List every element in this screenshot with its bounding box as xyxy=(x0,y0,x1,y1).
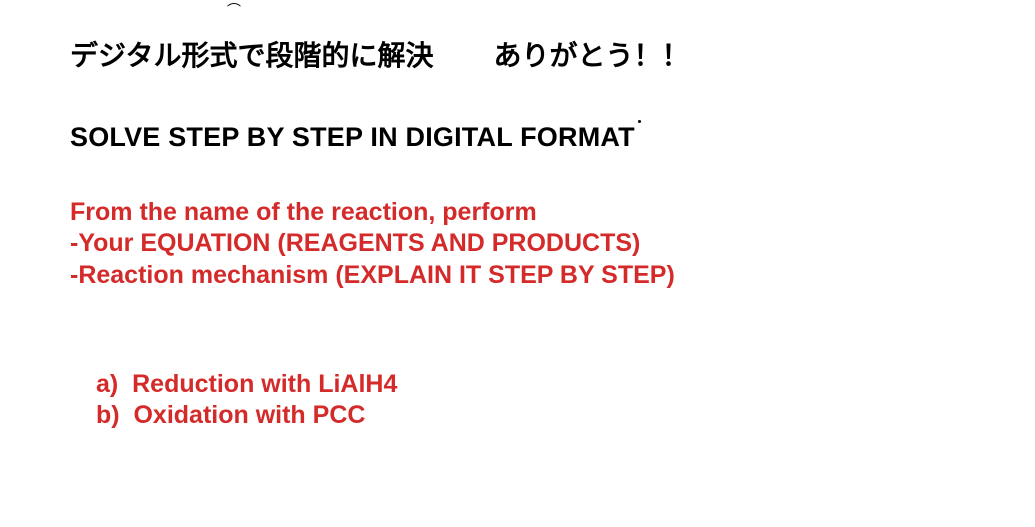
jp-part2: ありがとう！！ xyxy=(493,40,689,71)
jp-part1: デジタル形式で段階的に解決 xyxy=(70,40,433,71)
heading-text: SOLVE STEP BY STEP IN DIGITAL FORMAT xyxy=(70,122,635,152)
instruction-line-2: -Your EQUATION (REAGENTS AND PRODUCTS) xyxy=(70,228,985,259)
item-a: a) Reduction with LiAlH4 xyxy=(96,369,985,400)
instruction-line-1: From the name of the reaction, perform xyxy=(70,197,985,228)
document-page: ⌒ デジタル形式で段階的に解決 ありがとう！！ SOLVE STEP BY STE… xyxy=(0,0,1035,527)
item-b: b) Oxidation with PCC xyxy=(96,400,985,431)
japanese-line: デジタル形式で段階的に解決 ありがとう！！ xyxy=(70,34,985,74)
english-heading: SOLVE STEP BY STEP IN DIGITAL FORMAT xyxy=(70,122,985,153)
small-mark: ⌒ xyxy=(227,0,241,20)
items-block: a) Reduction with LiAlH4 b) Oxidation wi… xyxy=(70,369,985,432)
instructions-block: From the name of the reaction, perform -… xyxy=(70,197,985,291)
instruction-line-3: -Reaction mechanism (EXPLAIN IT STEP BY … xyxy=(70,260,985,291)
